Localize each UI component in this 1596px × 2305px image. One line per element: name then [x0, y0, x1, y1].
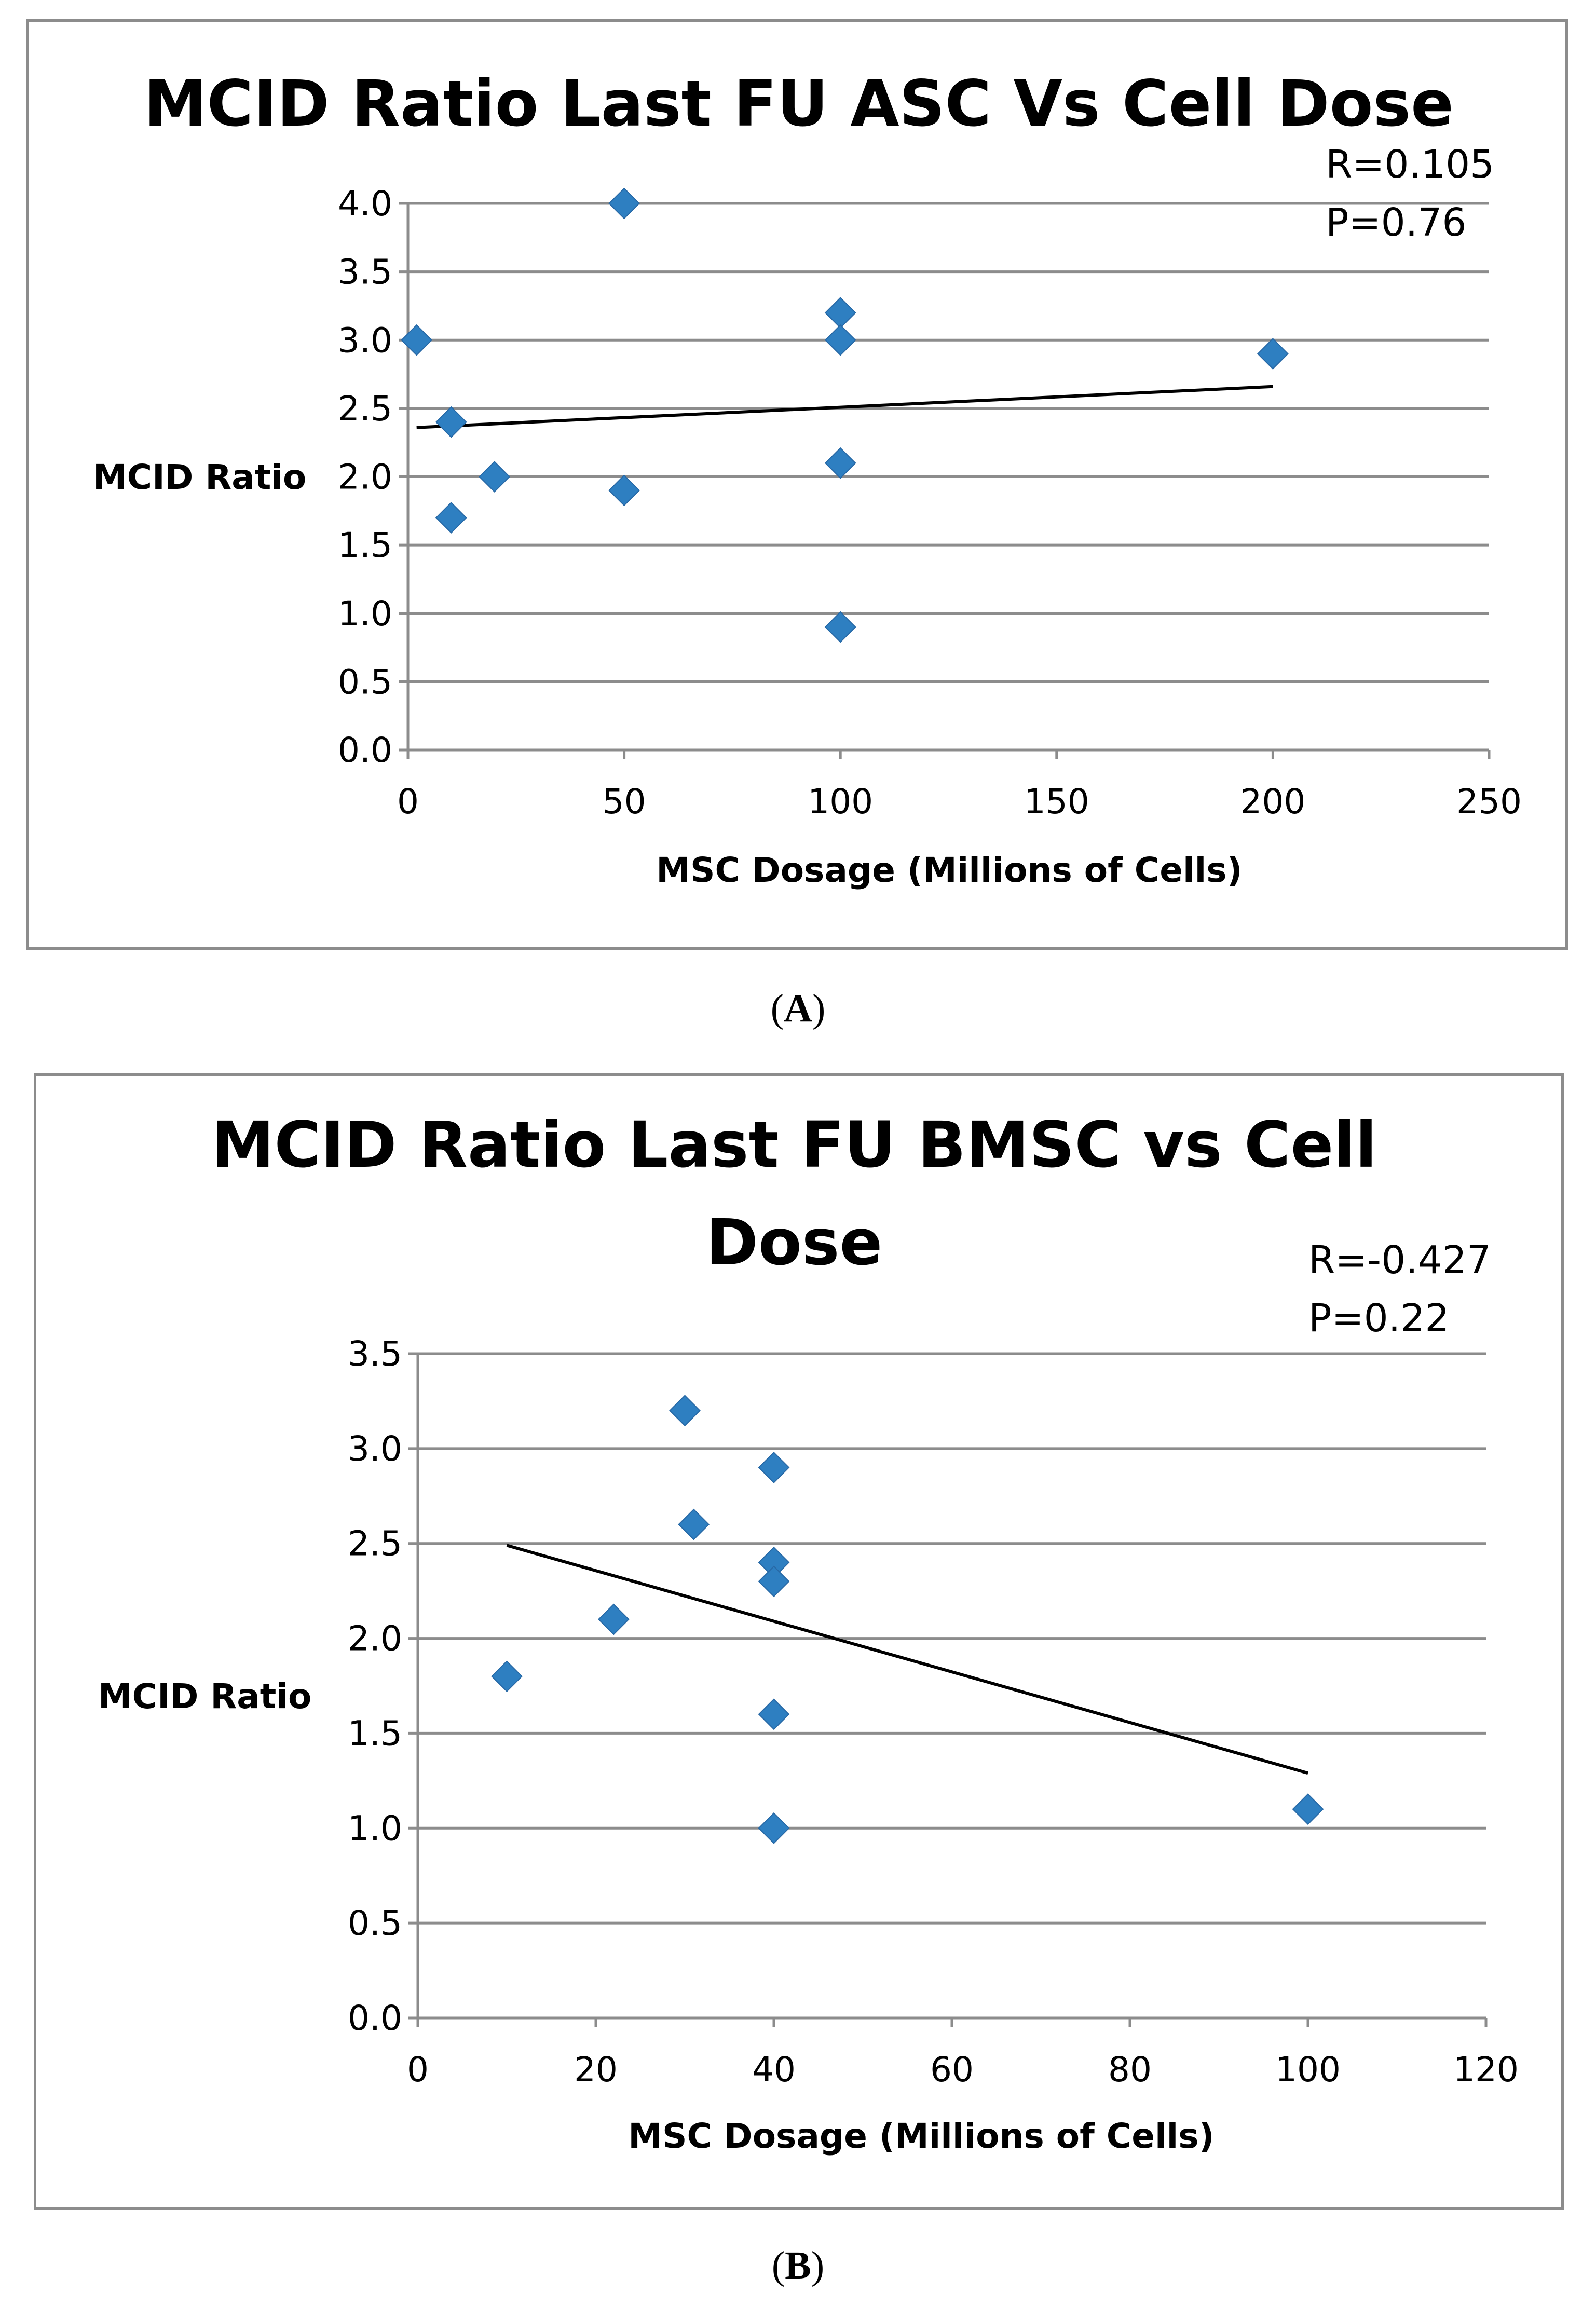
- y-tick-label: 0.0: [338, 730, 392, 770]
- data-point: [758, 1452, 790, 1483]
- y-tick-label: 1.5: [338, 525, 392, 565]
- x-tick-label: 0: [407, 2050, 429, 2090]
- data-point: [597, 1603, 630, 1635]
- data-point: [678, 1508, 710, 1540]
- stat-annotation: R=-0.427: [1308, 1238, 1491, 1283]
- y-tick-label: 3.0: [338, 320, 392, 360]
- data-point: [758, 1565, 790, 1598]
- x-tick-label: 60: [930, 2050, 974, 2090]
- trendline: [416, 385, 1273, 429]
- x-tick-label: 80: [1108, 2050, 1152, 2090]
- stat-annotation: P=0.76: [1326, 200, 1466, 245]
- y-axis-label: MCID Ratio: [93, 457, 306, 497]
- data-point: [758, 1698, 790, 1730]
- x-tick-label: 200: [1240, 782, 1305, 822]
- y-tick-label: 3.0: [348, 1429, 402, 1469]
- y-tick-label: 0.5: [348, 1903, 402, 1943]
- x-tick-label: 150: [1024, 782, 1089, 822]
- data-point: [824, 297, 856, 329]
- chart-title-line: MCID Ratio Last FU ASC Vs Cell Dose: [144, 67, 1454, 141]
- x-axis-label: MSC Dosage (Millions of Cells): [656, 850, 1242, 890]
- y-tick-label: 2.5: [338, 389, 392, 429]
- y-tick-label: 1.0: [348, 1808, 402, 1848]
- y-tick-label: 0.5: [338, 662, 392, 702]
- stat-annotation: P=0.22: [1308, 1296, 1449, 1341]
- data-point: [435, 502, 467, 534]
- stat-annotation: R=0.105: [1326, 142, 1494, 187]
- y-tick-label: 0.0: [348, 1998, 402, 2038]
- chart-a-svg: MCID Ratio Last FU ASC Vs Cell Dose 0.0 0.…: [93, 67, 1522, 890]
- data-point: [435, 406, 467, 438]
- data-point: [824, 611, 856, 643]
- x-tick-label: 20: [574, 2050, 618, 2090]
- data-point: [608, 187, 640, 220]
- data-point: [491, 1660, 523, 1693]
- chart-panel-b: MCID Ratio Last FU BMSC vs Cell Dose 0.0 0.…: [34, 1073, 1564, 2210]
- x-tick-label: 100: [808, 782, 873, 822]
- x-tick-label: 250: [1456, 782, 1522, 822]
- y-axis-label: MCID Ratio: [98, 1676, 311, 1716]
- data-point: [824, 447, 856, 479]
- data-point: [1257, 338, 1289, 370]
- caption-a: (A): [770, 987, 826, 1030]
- x-tick-label: 0: [397, 782, 419, 822]
- x-tick-label: 50: [603, 782, 646, 822]
- y-tick-label: 4.0: [338, 184, 392, 224]
- y-tick-label: 2.0: [348, 1619, 402, 1659]
- data-point: [401, 324, 433, 356]
- data-point: [669, 1395, 701, 1427]
- x-tick-label: 40: [752, 2050, 796, 2090]
- chart-panel-a: MCID Ratio Last FU ASC Vs Cell Dose 0.0 0.…: [26, 19, 1568, 950]
- data-point: [824, 324, 856, 356]
- y-tick-label: 3.5: [348, 1334, 402, 1374]
- x-tick-label: 120: [1453, 2050, 1519, 2090]
- x-tick-label: 100: [1275, 2050, 1341, 2090]
- data-point: [1292, 1793, 1324, 1825]
- chart-b-svg: MCID Ratio Last FU BMSC vs Cell Dose 0.0 0.…: [98, 1108, 1519, 2156]
- y-tick-label: 1.5: [348, 1713, 402, 1753]
- trendline: [506, 1544, 1308, 1775]
- y-tick-label: 2.0: [338, 457, 392, 497]
- chart-title-line: MCID Ratio Last FU BMSC vs Cell: [211, 1108, 1377, 1182]
- caption-b: (B): [771, 2244, 825, 2287]
- y-tick-label: 2.5: [348, 1524, 402, 1564]
- data-point: [479, 461, 511, 493]
- data-point: [608, 474, 640, 507]
- x-axis-label: MSC Dosage (Millions of Cells): [628, 2116, 1214, 2156]
- chart-title-line: Dose: [706, 1206, 882, 1279]
- data-point: [758, 1812, 790, 1844]
- y-tick-label: 1.0: [338, 594, 392, 634]
- y-tick-label: 3.5: [338, 252, 392, 292]
